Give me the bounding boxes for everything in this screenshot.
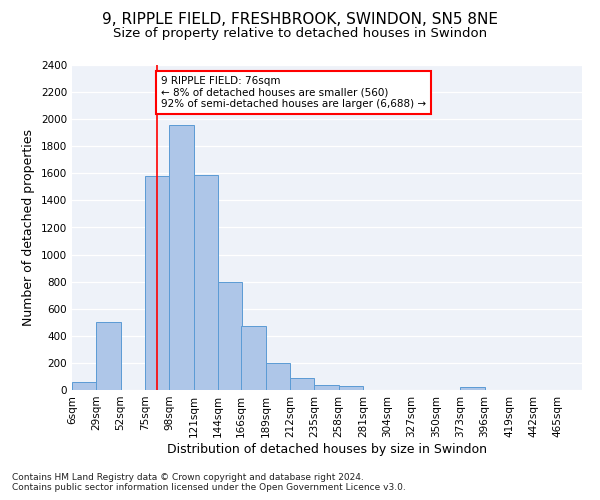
Bar (145, 176, 169, 390)
Bar (314, 386, 338, 390)
Bar (460, 388, 485, 390)
Bar (290, 378, 314, 390)
Bar (218, 282, 242, 390)
Bar (72, 382, 97, 390)
Bar (266, 363, 290, 390)
Bar (241, 326, 266, 390)
X-axis label: Distribution of detached houses by size in Swindon: Distribution of detached houses by size … (167, 442, 487, 456)
Y-axis label: Number of detached properties: Number of detached properties (22, 129, 35, 326)
Bar (194, 174, 218, 390)
Text: 9, RIPPLE FIELD, FRESHBROOK, SWINDON, SN5 8NE: 9, RIPPLE FIELD, FRESHBROOK, SWINDON, SN… (102, 12, 498, 28)
Text: Contains HM Land Registry data © Crown copyright and database right 2024.: Contains HM Land Registry data © Crown c… (12, 474, 364, 482)
Bar (169, 124, 194, 390)
Text: 9 RIPPLE FIELD: 76sqm
← 8% of detached houses are smaller (560)
92% of semi-deta: 9 RIPPLE FIELD: 76sqm ← 8% of detached h… (161, 76, 426, 109)
Text: Size of property relative to detached houses in Swindon: Size of property relative to detached ho… (113, 28, 487, 40)
Text: Contains public sector information licensed under the Open Government Licence v3: Contains public sector information licen… (12, 484, 406, 492)
Bar (97, 322, 121, 390)
Bar (338, 386, 363, 390)
